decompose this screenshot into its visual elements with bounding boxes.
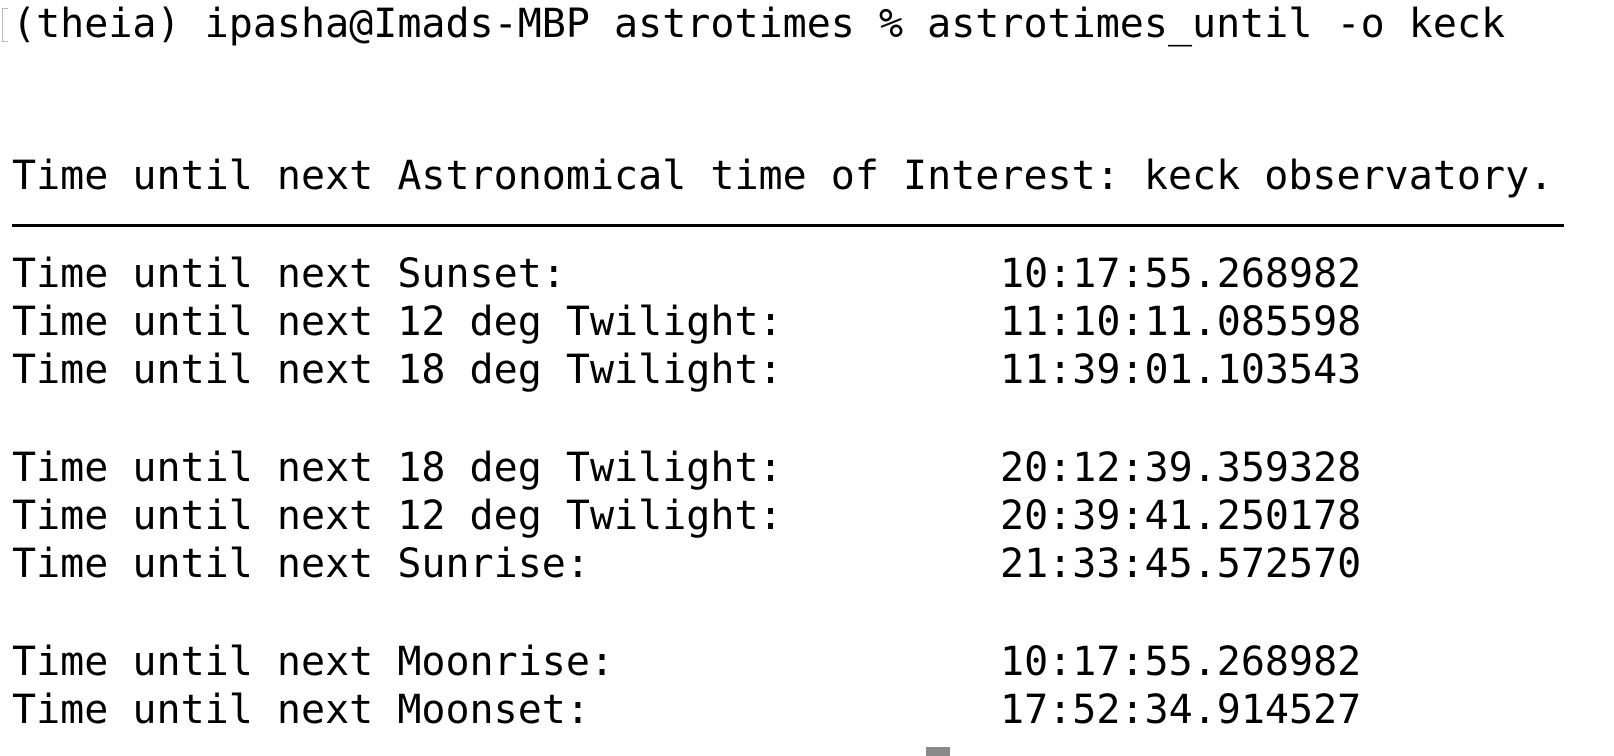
row-label-moonrise: Time until next Moonrise:	[12, 639, 615, 685]
row-label-18deg-evening: Time until next 18 deg Twilight:	[12, 347, 783, 393]
row-label-moonset: Time until next Moonset:	[12, 687, 590, 733]
prompt-mark-icon	[2, 8, 8, 42]
row-label-12deg-morning: Time until next 12 deg Twilight:	[12, 493, 783, 539]
row-label-sunset: Time until next Sunset:	[12, 251, 566, 297]
row-value-12deg-morning: 20:39:41.250178	[1000, 493, 1362, 539]
text-cursor	[926, 747, 950, 756]
row-label-18deg-morning: Time until next 18 deg Twilight:	[12, 445, 783, 491]
row-value-sunset: 10:17:55.268982	[1000, 251, 1362, 297]
row-value-18deg-morning: 20:12:39.359328	[1000, 445, 1362, 491]
row-value-sunrise: 21:33:45.572570	[1000, 541, 1362, 587]
command-line: (theia) ipasha@Imads-MBP astrotimes % as…	[12, 1, 1506, 47]
separator-line	[12, 224, 1564, 227]
row-value-moonset: 17:52:34.914527	[1000, 687, 1362, 733]
row-value-moonrise: 10:17:55.268982	[1000, 639, 1362, 685]
output-header: Time until next Astronomical time of Int…	[12, 153, 1554, 199]
row-label-12deg-evening: Time until next 12 deg Twilight:	[12, 299, 783, 345]
row-value-18deg-evening: 11:39:01.103543	[1000, 347, 1362, 393]
row-value-12deg-evening: 11:10:11.085598	[1000, 299, 1362, 345]
row-label-sunrise: Time until next Sunrise:	[12, 541, 590, 587]
